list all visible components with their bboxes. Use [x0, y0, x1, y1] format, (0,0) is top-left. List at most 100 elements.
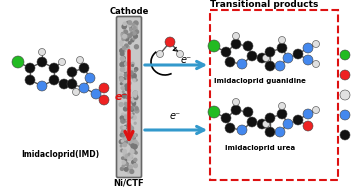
Circle shape: [122, 78, 126, 81]
Circle shape: [125, 31, 127, 33]
Circle shape: [131, 144, 135, 148]
Circle shape: [133, 38, 135, 40]
Circle shape: [131, 99, 134, 102]
Circle shape: [134, 68, 138, 71]
Circle shape: [123, 153, 127, 156]
Circle shape: [243, 107, 253, 117]
Circle shape: [130, 149, 134, 153]
Circle shape: [123, 85, 125, 87]
Circle shape: [132, 24, 134, 26]
Circle shape: [133, 163, 137, 167]
Circle shape: [119, 103, 123, 106]
Circle shape: [221, 47, 231, 57]
Circle shape: [293, 115, 303, 125]
Circle shape: [129, 126, 133, 130]
Circle shape: [134, 98, 137, 101]
Circle shape: [124, 125, 127, 129]
Circle shape: [121, 126, 124, 128]
Circle shape: [120, 57, 124, 60]
Bar: [210, 10, 338, 180]
Circle shape: [79, 63, 89, 73]
Circle shape: [125, 62, 128, 65]
Circle shape: [125, 75, 128, 79]
Circle shape: [130, 29, 132, 31]
Circle shape: [131, 62, 134, 65]
Circle shape: [128, 61, 130, 63]
Circle shape: [122, 46, 126, 50]
Circle shape: [120, 52, 124, 56]
Circle shape: [120, 78, 124, 81]
Circle shape: [122, 91, 124, 93]
Circle shape: [38, 49, 46, 56]
Circle shape: [124, 163, 127, 165]
Circle shape: [125, 37, 129, 41]
Circle shape: [131, 98, 134, 101]
Circle shape: [127, 166, 131, 170]
Circle shape: [121, 57, 125, 61]
Circle shape: [124, 46, 127, 50]
Circle shape: [134, 142, 139, 146]
Circle shape: [124, 127, 126, 129]
Circle shape: [121, 104, 122, 105]
Circle shape: [340, 50, 350, 60]
Circle shape: [124, 162, 127, 165]
Circle shape: [37, 81, 47, 91]
Circle shape: [124, 101, 128, 105]
Circle shape: [123, 149, 126, 153]
Text: Imidacloprid(IMD): Imidacloprid(IMD): [21, 150, 99, 159]
Circle shape: [120, 73, 122, 75]
Circle shape: [125, 114, 128, 117]
Circle shape: [283, 53, 293, 63]
Circle shape: [49, 63, 59, 73]
Circle shape: [130, 170, 134, 174]
Circle shape: [77, 57, 84, 64]
Circle shape: [231, 105, 241, 115]
Circle shape: [131, 136, 135, 140]
Circle shape: [135, 109, 139, 113]
Circle shape: [243, 41, 253, 51]
Circle shape: [122, 161, 125, 164]
Circle shape: [120, 167, 124, 170]
Circle shape: [130, 65, 132, 67]
Circle shape: [275, 127, 285, 137]
Circle shape: [120, 134, 123, 137]
Circle shape: [265, 113, 275, 123]
Circle shape: [123, 132, 127, 135]
Circle shape: [126, 103, 130, 107]
Circle shape: [122, 56, 125, 60]
Text: e⁻: e⁻: [169, 111, 181, 121]
Circle shape: [277, 43, 287, 53]
Circle shape: [132, 65, 133, 67]
Circle shape: [130, 155, 133, 157]
Circle shape: [225, 57, 235, 67]
Circle shape: [120, 126, 123, 129]
Circle shape: [120, 67, 125, 72]
Circle shape: [126, 118, 130, 121]
Circle shape: [133, 32, 136, 35]
Circle shape: [25, 63, 35, 73]
Circle shape: [340, 70, 350, 80]
Circle shape: [125, 117, 127, 120]
Circle shape: [132, 74, 136, 78]
Circle shape: [120, 83, 122, 84]
Circle shape: [124, 34, 126, 36]
Circle shape: [133, 145, 137, 149]
Circle shape: [135, 134, 137, 136]
Circle shape: [257, 119, 267, 129]
Circle shape: [128, 157, 131, 160]
Circle shape: [312, 40, 319, 47]
Circle shape: [122, 129, 126, 133]
Circle shape: [265, 61, 275, 71]
Circle shape: [91, 89, 101, 99]
Circle shape: [132, 143, 135, 146]
Text: Imidacloprid guanidine: Imidacloprid guanidine: [214, 78, 306, 84]
Circle shape: [136, 96, 137, 98]
Circle shape: [126, 96, 129, 99]
Circle shape: [123, 119, 125, 121]
Circle shape: [247, 117, 257, 127]
Circle shape: [99, 83, 109, 93]
Circle shape: [123, 83, 127, 87]
Circle shape: [125, 159, 127, 161]
Circle shape: [125, 163, 128, 165]
Circle shape: [237, 125, 247, 135]
